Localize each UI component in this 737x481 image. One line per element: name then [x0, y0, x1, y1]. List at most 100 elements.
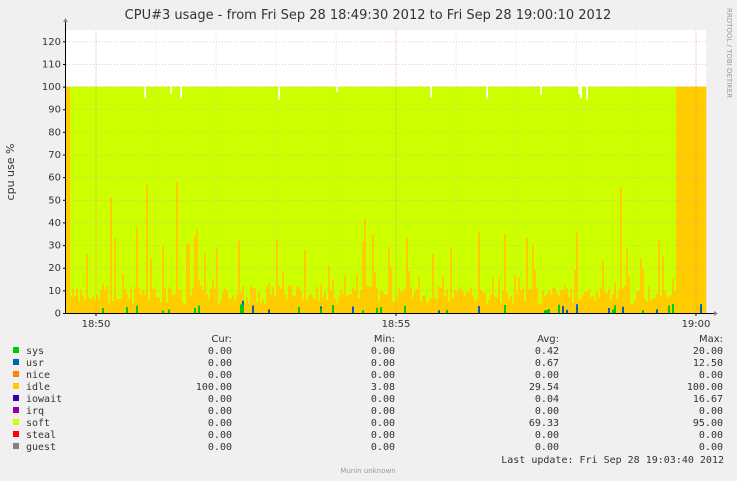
- area-sys-segment: [380, 307, 383, 313]
- legend-series-name: iowait: [26, 394, 62, 405]
- area-idle-segment: [608, 288, 611, 308]
- area-soft-segment: [642, 86, 645, 270]
- area-soft-segment: [352, 86, 355, 287]
- area-soft-segment: [624, 86, 627, 286]
- area-soft-segment: [142, 86, 145, 290]
- area-soft-segment: [326, 86, 329, 300]
- area-idle-segment: [560, 290, 563, 313]
- area-soft-segment: [620, 86, 623, 187]
- area-idle-segment: [158, 297, 161, 313]
- area-idle-segment: [634, 300, 637, 313]
- area-sys-segment: [332, 304, 335, 313]
- area-idle-segment: [66, 86, 69, 313]
- area-soft-segment: [308, 86, 311, 296]
- area-idle-segment: [138, 287, 141, 313]
- area-soft-segment: [390, 86, 393, 267]
- area-idle-segment: [104, 290, 107, 313]
- area-soft-segment: [260, 86, 263, 303]
- area-soft-segment: [458, 86, 461, 289]
- area-soft-segment: [578, 94, 581, 300]
- area-idle-segment: [290, 285, 293, 313]
- legend-value: 69.33: [529, 418, 559, 429]
- legend-value: 0.00: [371, 418, 395, 429]
- area-idle-segment: [270, 294, 273, 313]
- area-soft-segment: [520, 86, 523, 290]
- legend-value: 0.00: [208, 430, 232, 441]
- area-idle-segment: [416, 288, 419, 313]
- area-soft-segment: [632, 86, 635, 304]
- area-idle-segment: [234, 301, 237, 313]
- area-idle-segment: [424, 294, 427, 313]
- area-sys-segment: [548, 308, 551, 313]
- area-idle-segment: [594, 301, 597, 313]
- legend-value: 0.00: [535, 370, 559, 381]
- legend-value: 0.00: [208, 406, 232, 417]
- area-soft-segment: [114, 86, 117, 238]
- area-idle-segment: [192, 287, 195, 313]
- area-idle-segment: [626, 247, 629, 313]
- area-soft-segment: [348, 86, 351, 295]
- area-soft-segment: [612, 86, 615, 294]
- area-soft-segment: [410, 86, 413, 288]
- area-idle-segment: [552, 287, 555, 313]
- area-soft-segment: [606, 86, 609, 294]
- area-soft-segment: [460, 86, 463, 287]
- area-idle-segment: [440, 287, 443, 313]
- area-soft-segment: [506, 86, 509, 293]
- legend-swatch: [13, 371, 19, 377]
- area-idle-segment: [676, 86, 679, 313]
- area-soft-segment: [384, 86, 387, 295]
- area-idle-segment: [208, 298, 211, 313]
- area-idle-segment: [402, 291, 405, 313]
- area-soft-segment: [474, 86, 477, 302]
- area-soft-segment: [400, 86, 403, 292]
- area-soft-segment: [392, 86, 395, 302]
- area-idle-segment: [674, 290, 677, 313]
- area-idle-segment: [464, 295, 467, 313]
- area-soft-segment: [664, 86, 667, 291]
- area-sys-segment: [404, 305, 407, 313]
- area-soft-segment: [600, 86, 603, 287]
- legend-value: 0.00: [371, 442, 395, 453]
- area-soft-segment: [140, 86, 143, 295]
- y-axis-label: cpu use %: [4, 144, 17, 201]
- area-soft-segment: [492, 86, 495, 278]
- area-soft-segment: [440, 86, 443, 288]
- area-soft-segment: [194, 86, 197, 236]
- area-idle-segment: [616, 298, 619, 313]
- area-soft-segment: [590, 86, 593, 297]
- area-soft-segment: [220, 86, 223, 302]
- area-soft-segment: [320, 86, 323, 285]
- area-soft-segment: [512, 86, 515, 303]
- area-usr-segment: [242, 300, 245, 305]
- y-tick-label: 90: [48, 105, 61, 116]
- area-idle-segment: [238, 240, 241, 313]
- area-soft-segment: [536, 86, 539, 288]
- area-soft-segment: [318, 86, 321, 302]
- area-idle-segment: [160, 302, 163, 313]
- area-soft-segment: [132, 86, 135, 304]
- area-idle-segment: [288, 285, 291, 313]
- area-soft-segment: [232, 86, 235, 295]
- area-idle-segment: [592, 295, 595, 313]
- area-soft-segment: [380, 86, 383, 291]
- area-soft-segment: [96, 86, 99, 295]
- legend-value: 100.00: [687, 382, 723, 393]
- area-soft-segment: [646, 86, 649, 302]
- area-sys-segment: [242, 304, 245, 313]
- area-soft-segment: [106, 86, 109, 286]
- area-soft-segment: [556, 86, 559, 294]
- area-idle-segment: [276, 239, 279, 313]
- area-soft-segment: [364, 86, 367, 219]
- area-soft-segment: [196, 86, 199, 230]
- area-soft-segment: [376, 86, 379, 289]
- area-idle-segment: [378, 301, 381, 313]
- area-idle-segment: [496, 297, 499, 313]
- area-idle-segment: [574, 269, 577, 313]
- area-idle-segment: [468, 291, 471, 313]
- area-idle-segment: [70, 296, 73, 313]
- area-soft-segment: [462, 86, 465, 292]
- area-soft-segment: [618, 86, 621, 290]
- area-soft-segment: [302, 86, 305, 300]
- legend-series-name: guest: [26, 442, 56, 453]
